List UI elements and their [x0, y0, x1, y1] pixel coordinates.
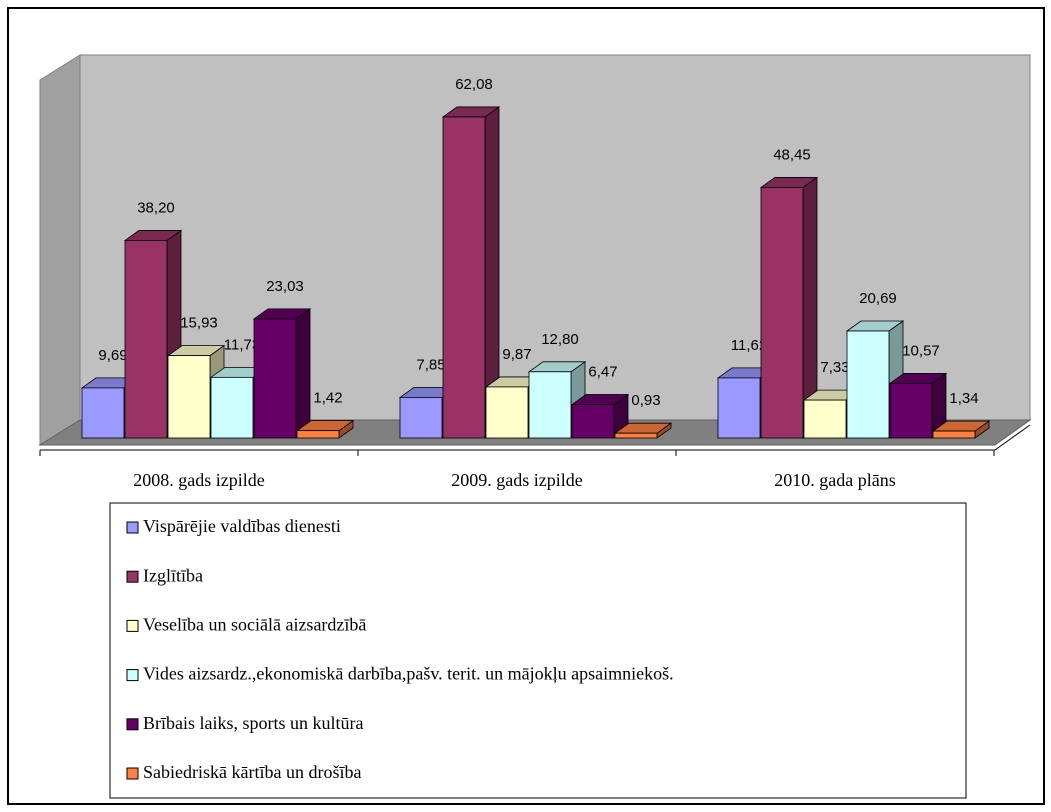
legend-label: Veselība un sociālā aizsardzībā	[143, 615, 366, 635]
x-tick-label: 2009. gads izpilde	[451, 470, 582, 490]
legend-swatch	[126, 619, 139, 632]
data-label: 38,20	[137, 199, 175, 216]
data-label: 9,87	[502, 346, 531, 363]
legend-swatch	[126, 767, 139, 780]
bar	[81, 387, 125, 439]
legend-swatch	[126, 718, 139, 731]
bar	[803, 399, 847, 439]
legend-label: Brībais laiks, sports un kultūra	[143, 713, 363, 733]
bar	[846, 330, 890, 439]
data-label: 0,93	[631, 392, 660, 409]
data-label: 1,42	[313, 390, 342, 407]
x-tick-label: 2008. gads izpilde	[133, 470, 264, 490]
data-label: 15,93	[180, 315, 218, 332]
data-label: 11,62	[731, 337, 767, 354]
data-label: 48,45	[773, 146, 811, 163]
bar	[717, 377, 761, 439]
bar	[210, 376, 254, 439]
bar	[399, 397, 443, 439]
legend-swatch	[126, 521, 139, 534]
data-label: 12,80	[541, 331, 579, 348]
bar	[485, 386, 529, 439]
data-label: 9,69	[98, 347, 127, 364]
bar-side	[295, 308, 311, 439]
side-wall	[39, 54, 81, 446]
x-axis-depth	[994, 424, 1031, 451]
data-label: 7,33	[820, 359, 849, 376]
bar	[442, 116, 486, 439]
legend-label: Vispārējie valdības dienesti	[143, 516, 341, 536]
data-label: 62,08	[455, 76, 493, 93]
data-label: 20,69	[859, 290, 897, 307]
bar	[253, 318, 297, 439]
legend-label: Sabiedriskā kārtība un drošība	[143, 762, 361, 782]
data-label: 7,85	[416, 356, 445, 373]
legend-swatch	[126, 669, 139, 682]
data-label: 10,57	[902, 342, 940, 359]
bar	[932, 430, 976, 439]
bar	[296, 430, 340, 439]
bar	[571, 404, 615, 439]
bar	[124, 240, 168, 439]
data-label: 1,34	[949, 390, 978, 407]
legend-label: Izglītība	[143, 565, 203, 585]
data-label: 11,73	[224, 336, 260, 353]
x-tick-label: 2010. gada plāns	[774, 470, 895, 490]
bar	[889, 382, 933, 439]
legend-swatch	[126, 570, 139, 583]
legend-label: Vides aizsardz.,ekonomiskā darbība,pašv.…	[143, 664, 674, 684]
bar	[760, 187, 804, 439]
bar	[614, 432, 658, 439]
bar	[167, 355, 211, 439]
bar	[528, 371, 572, 439]
legend	[109, 502, 967, 799]
data-label: 6,47	[588, 364, 617, 381]
data-label: 23,03	[266, 278, 304, 295]
